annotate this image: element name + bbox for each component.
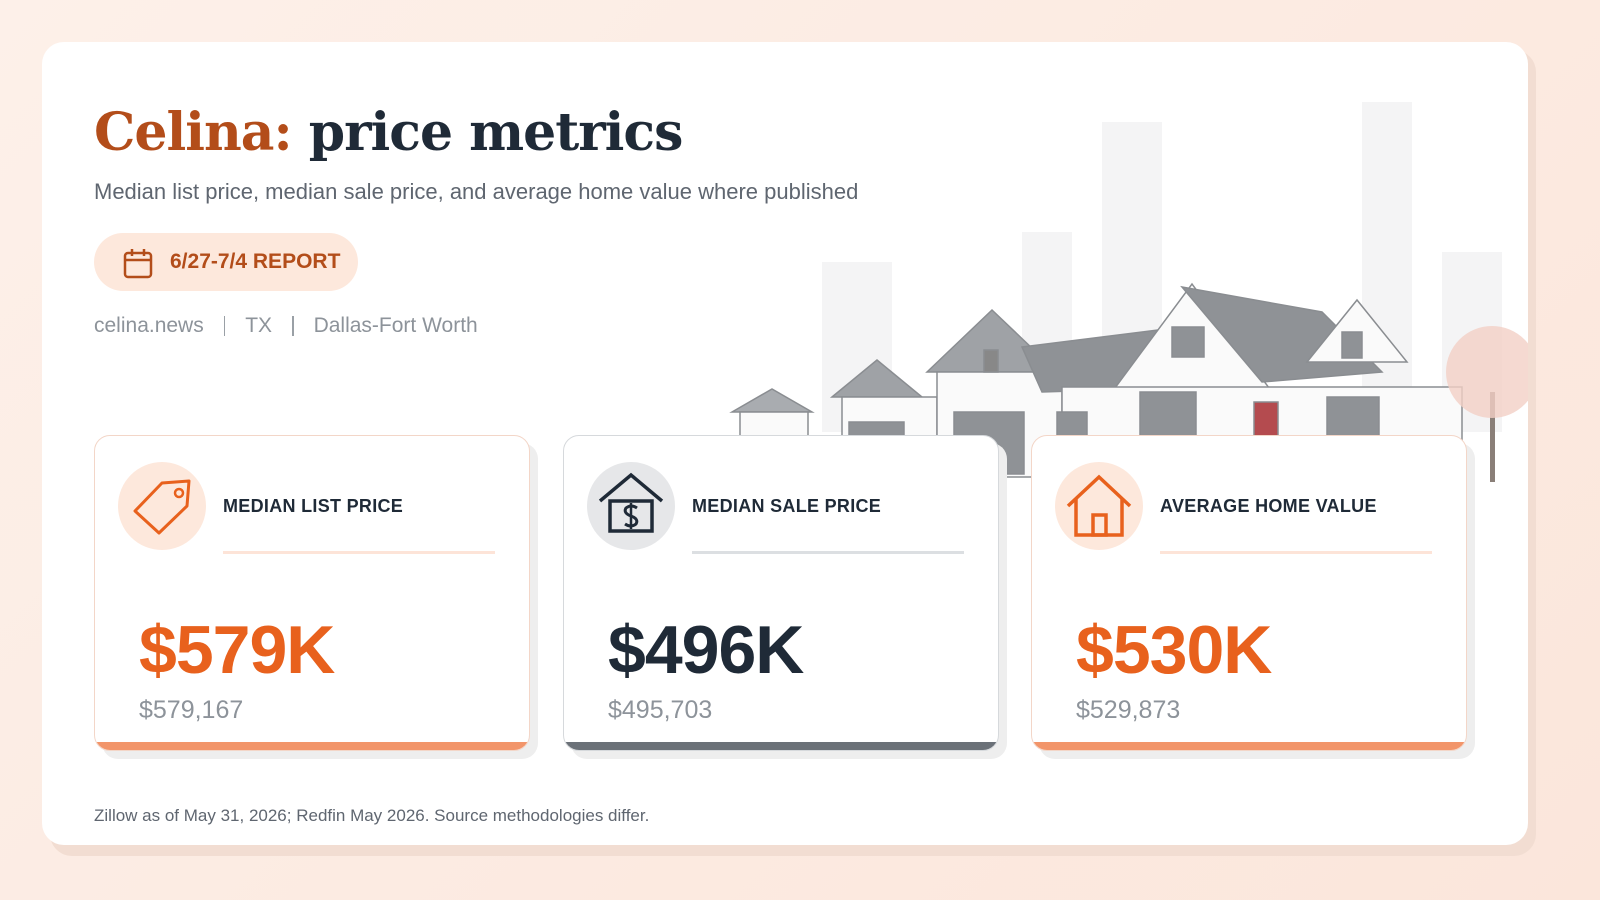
card-exact: $579,167 bbox=[139, 696, 244, 724]
meta-state: TX bbox=[245, 314, 273, 337]
card-value: $530K bbox=[1076, 612, 1272, 688]
card-label: MEDIAN LIST PRICE bbox=[223, 496, 404, 516]
meta-region: Dallas-Fort Worth bbox=[313, 314, 478, 337]
card-divider bbox=[1160, 551, 1432, 554]
title-place: Celina: bbox=[94, 102, 293, 163]
card-label: MEDIAN SALE PRICE bbox=[692, 496, 882, 516]
title: Celina: price metrics bbox=[94, 102, 684, 163]
card-accent bbox=[564, 742, 998, 750]
card-label: AVERAGE HOME VALUE bbox=[1160, 496, 1377, 516]
card-value: $579K bbox=[139, 612, 335, 688]
card-divider bbox=[223, 551, 495, 554]
card-exact: $495,703 bbox=[608, 696, 713, 724]
report-badge: 6/27-7/4 REPORT bbox=[94, 233, 358, 291]
footer-note: Zillow as of May 31, 2026; Redfin May 20… bbox=[94, 806, 650, 825]
calendar-icon bbox=[123, 249, 153, 279]
home-icon bbox=[1055, 462, 1143, 550]
title-rest: price metrics bbox=[308, 102, 684, 163]
subtitle: Median list price, median sale price, an… bbox=[94, 179, 859, 204]
metric-card: MEDIAN SALE PRICE $496K $495,703 bbox=[563, 435, 999, 751]
card-divider bbox=[692, 551, 964, 554]
house-illustration bbox=[729, 102, 1528, 482]
card-value: $496K bbox=[608, 612, 804, 688]
badge-text: 6/27-7/4 REPORT bbox=[170, 250, 341, 273]
meta: celina.news TX Dallas-Fort Worth bbox=[94, 314, 478, 338]
card-accent bbox=[95, 742, 529, 750]
metric-card: AVERAGE HOME VALUE $530K $529,873 bbox=[1031, 435, 1467, 751]
sale-icon bbox=[587, 462, 675, 550]
metric-card: MEDIAN LIST PRICE $579K $579,167 bbox=[94, 435, 530, 751]
card-exact: $529,873 bbox=[1076, 696, 1181, 724]
panel: Celina: price metrics Median list price,… bbox=[42, 42, 1528, 845]
separator bbox=[292, 316, 294, 336]
card-accent bbox=[1032, 742, 1466, 750]
tag-icon bbox=[118, 462, 206, 550]
separator bbox=[223, 316, 226, 336]
meta-site: celina.news bbox=[94, 314, 204, 337]
